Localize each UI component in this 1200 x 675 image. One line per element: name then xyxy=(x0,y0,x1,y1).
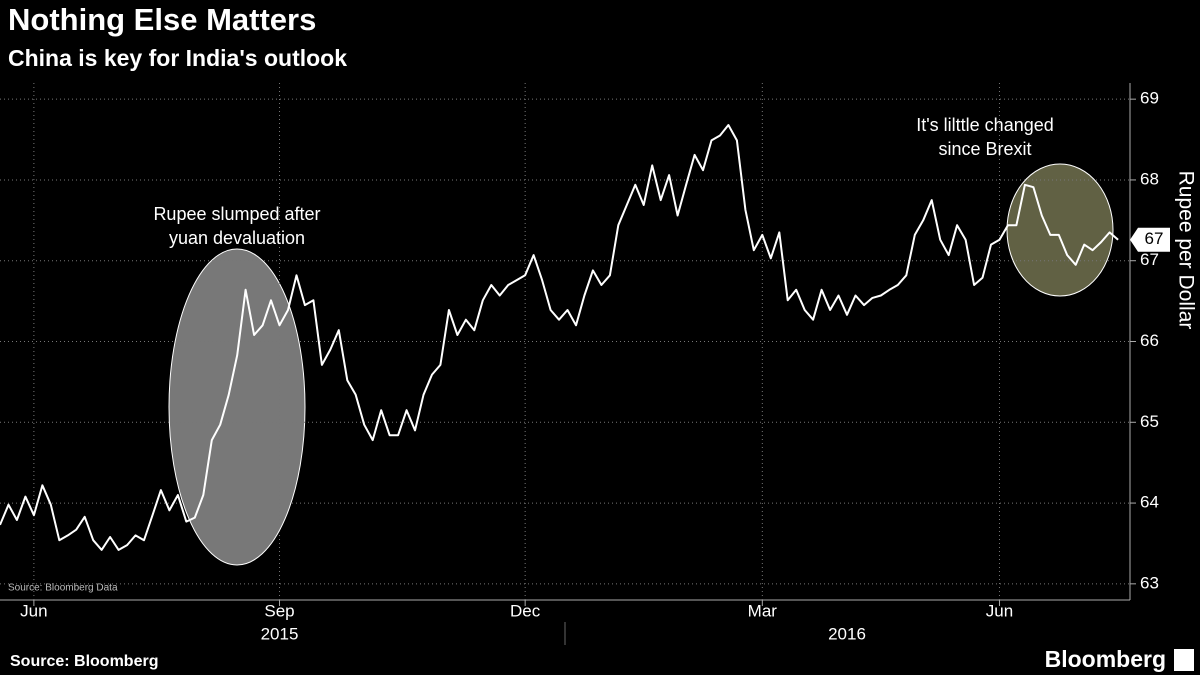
brand: Bloomberg xyxy=(1045,646,1166,672)
chart-subtitle: China is key for India's outlook xyxy=(8,45,347,71)
y-tick-label: 65 xyxy=(1140,412,1159,431)
y-axis-label: Rupee per Dollar xyxy=(1174,171,1197,330)
chart-title: Nothing Else Matters xyxy=(8,2,316,37)
highlight-ellipse xyxy=(168,248,306,566)
last-value-tag xyxy=(1130,227,1170,252)
y-tick-label: 63 xyxy=(1140,573,1159,592)
x-tick-label: Sep xyxy=(264,601,294,620)
source: Source: Bloomberg xyxy=(10,653,158,670)
annotation: since Brexit xyxy=(938,139,1031,159)
highlight-ellipse xyxy=(1006,163,1114,297)
year-label: 2015 xyxy=(261,624,299,643)
y-tick-label: 69 xyxy=(1140,89,1159,108)
last-value-label: 67 xyxy=(1145,229,1164,248)
x-tick-label: Jun xyxy=(20,601,47,620)
y-tick-label: 68 xyxy=(1140,169,1159,188)
y-tick-label: 66 xyxy=(1140,331,1159,350)
y-tick-label: 67 xyxy=(1140,250,1159,269)
annotation: yuan devaluation xyxy=(169,228,305,248)
annotation: Rupee slumped after xyxy=(153,204,320,224)
source-note: Source: Bloomberg Data xyxy=(8,583,118,594)
x-tick-label: Jun xyxy=(986,601,1013,620)
brand-icon xyxy=(1174,649,1194,671)
x-tick-label: Dec xyxy=(510,601,541,620)
year-label: 2016 xyxy=(828,624,866,643)
y-tick-label: 64 xyxy=(1140,493,1159,512)
data-line xyxy=(0,124,1119,551)
x-tick-label: Mar xyxy=(748,601,778,620)
annotation: It's lilttle changed xyxy=(916,115,1054,135)
